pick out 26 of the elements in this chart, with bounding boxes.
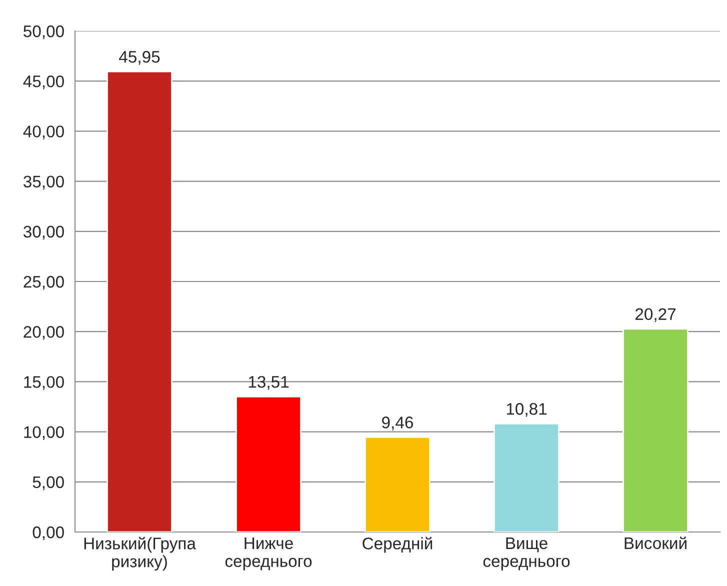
- y-tick-label: 25,00: [24, 276, 64, 290]
- data-label: 10,81: [506, 403, 547, 417]
- bar: [622, 328, 688, 532]
- x-tick-label: Нижче середнього: [225, 537, 312, 570]
- data-label: 13,51: [248, 376, 289, 390]
- bar: [236, 396, 302, 532]
- y-tick-label: 5,00: [32, 476, 64, 490]
- bar: [494, 422, 560, 532]
- y-tick-label: 15,00: [24, 376, 64, 390]
- data-label: 45,95: [119, 50, 160, 65]
- y-tick-label: 0,00: [32, 526, 64, 540]
- y-tick-label: 20,00: [24, 326, 64, 340]
- y-tick-label: 30,00: [24, 226, 64, 240]
- data-label: 9,46: [382, 416, 413, 430]
- y-tick-label: 45,00: [23, 76, 64, 90]
- bar: [364, 436, 430, 532]
- y-tick-label: 35,00: [24, 176, 64, 190]
- x-tick-label: Вище середнього: [483, 537, 570, 570]
- bar: [106, 70, 172, 532]
- y-tick-label: 10,00: [24, 426, 64, 440]
- y-tick-label: 40,00: [23, 126, 64, 140]
- x-tick-label: Низький(Група ризику): [84, 536, 196, 571]
- y-tick-label: 50,00: [24, 25, 64, 40]
- x-tick-label: Середній: [362, 536, 432, 553]
- x-tick-label: Високий: [624, 536, 686, 550]
- data-label: 20,27: [635, 308, 676, 322]
